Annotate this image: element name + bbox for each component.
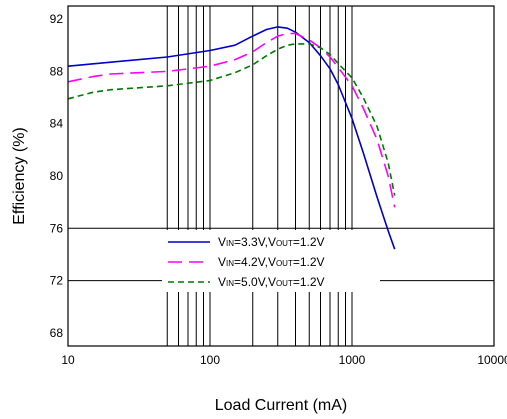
- y-tick-label: 68: [50, 326, 64, 340]
- y-tick-label: 88: [50, 64, 64, 78]
- y-tick-label: 72: [50, 274, 64, 288]
- y-tick-label: 76: [50, 221, 64, 235]
- y-tick-label: 80: [50, 169, 64, 183]
- x-tick-label: 100: [200, 353, 220, 367]
- series-line-2: [67, 32, 396, 208]
- x-tick-label: 1000: [339, 353, 366, 367]
- series-line-1: [67, 26, 396, 250]
- plot-frame: [67, 5, 495, 347]
- legend-entry-2: VIN=4.2V,VOUT=1.2V: [218, 255, 325, 269]
- grid-layer: [68, 6, 494, 346]
- legend: VIN=3.3V,VOUT=1.2V VIN=4.2V,VOUT=1.2V VIN=…: [162, 230, 380, 292]
- y-tick-label: 84: [50, 117, 64, 131]
- x-tick-label: 10: [61, 353, 75, 367]
- tick-labels: 10 100 1000 10000 68 72 76 80 84 88 92: [50, 12, 507, 367]
- y-tick-label: 92: [50, 12, 64, 26]
- legend-entry-3: VIN=5.0V,VOUT=1.2V: [218, 275, 325, 289]
- series-line-3: [67, 43, 396, 196]
- y-axis-title: Efficiency (%): [11, 127, 28, 225]
- x-tick-label: 10000: [477, 353, 507, 367]
- legend-entry-1: VIN=3.3V,VOUT=1.2V: [218, 235, 325, 249]
- x-axis-title: Load Current (mA): [215, 397, 348, 414]
- series-layer: [67, 26, 396, 250]
